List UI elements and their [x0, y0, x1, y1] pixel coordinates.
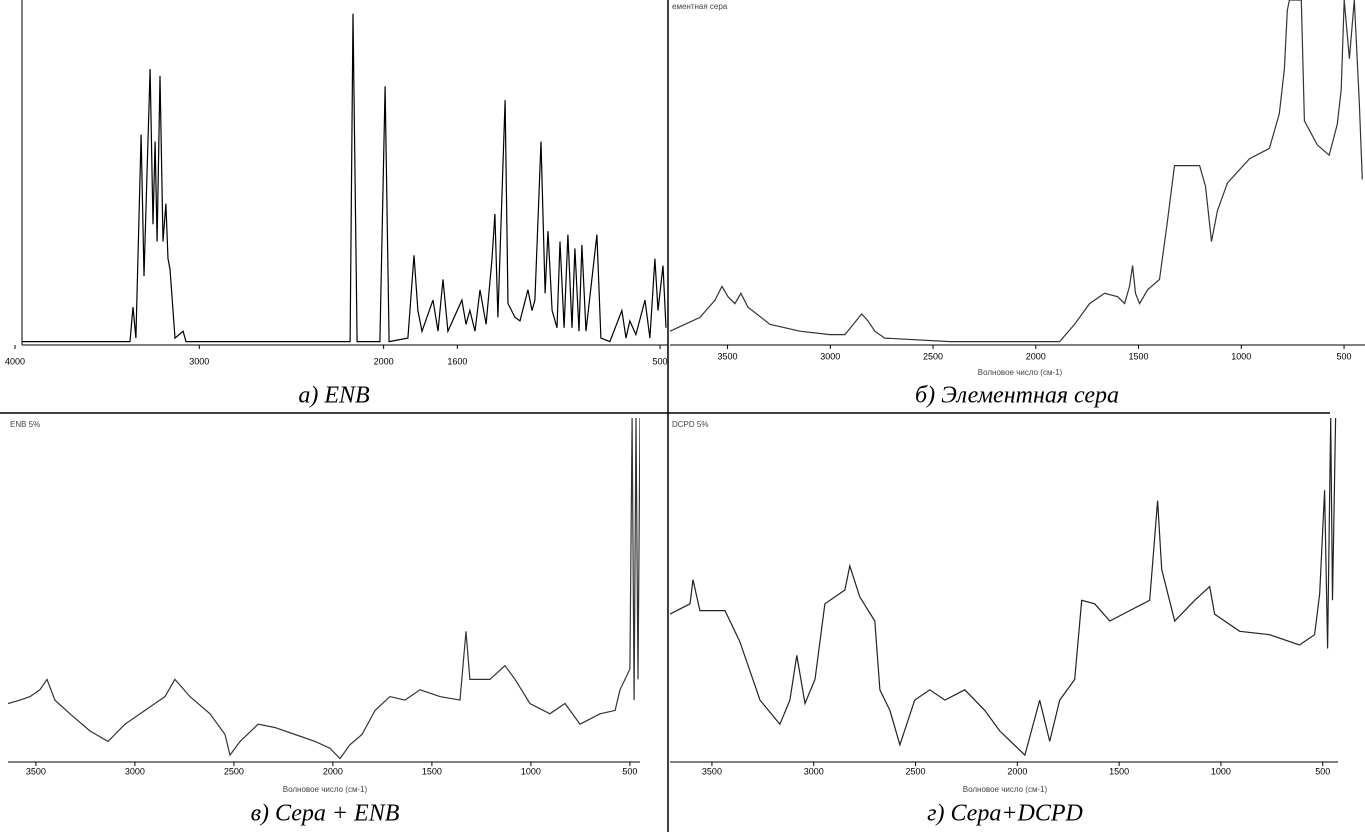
x-tick-label: 3500: [702, 766, 722, 776]
spectrum-line: [8, 418, 640, 760]
x-tick-label: 2500: [224, 766, 244, 776]
x-tick-label: 2000: [1026, 351, 1046, 361]
x-tick-label: 3000: [820, 351, 840, 361]
x-tick-label: 3000: [804, 766, 824, 776]
x-tick-label: 2000: [374, 356, 394, 366]
x-tick-label: 3000: [189, 356, 209, 366]
x-tick-label: 500: [622, 766, 637, 776]
x-tick-label: 3500: [718, 351, 738, 361]
x-tick-label: 1500: [422, 766, 442, 776]
x-tick-label: 3000: [125, 766, 145, 776]
x-tick-label: 1000: [1231, 351, 1251, 361]
x-tick-label: 2000: [1007, 766, 1027, 776]
x-axis-label: Волновое число (см-1): [978, 368, 1063, 377]
x-tick-label: 1000: [521, 766, 541, 776]
x-tick-label: 2500: [906, 766, 926, 776]
x-axis-label: Волновое число (см-1): [963, 785, 1048, 794]
x-tick-label: 500: [653, 356, 668, 366]
caption: в) Сера + ENB: [251, 801, 400, 827]
x-tick-label: 1000: [1211, 766, 1231, 776]
x-tick-label: 1500: [1109, 766, 1129, 776]
spectrum-line: [670, 0, 1363, 343]
x-tick-label: 2000: [323, 766, 343, 776]
spectrum-line: [670, 418, 1337, 757]
panel-title: DCPD 5%: [672, 420, 708, 429]
caption: г) Сера+DCPD: [927, 801, 1083, 827]
x-axis-label: Волновое число (см-1): [283, 785, 368, 794]
x-tick-label: 4000: [5, 356, 25, 366]
x-tick-label: 3500: [26, 766, 46, 776]
panel-title: ементная сера: [672, 2, 728, 11]
caption: б) Элементная сера: [915, 383, 1119, 409]
x-tick-label: 500: [1337, 351, 1352, 361]
x-tick-label: 500: [1315, 766, 1330, 776]
x-tick-label: 1500: [1129, 351, 1149, 361]
x-tick-label: 1600: [447, 356, 467, 366]
x-tick-label: 2500: [923, 351, 943, 361]
caption: а) ENB: [298, 383, 370, 409]
spectrum-line: [22, 13, 667, 343]
panel-title: ENB 5%: [10, 420, 40, 429]
